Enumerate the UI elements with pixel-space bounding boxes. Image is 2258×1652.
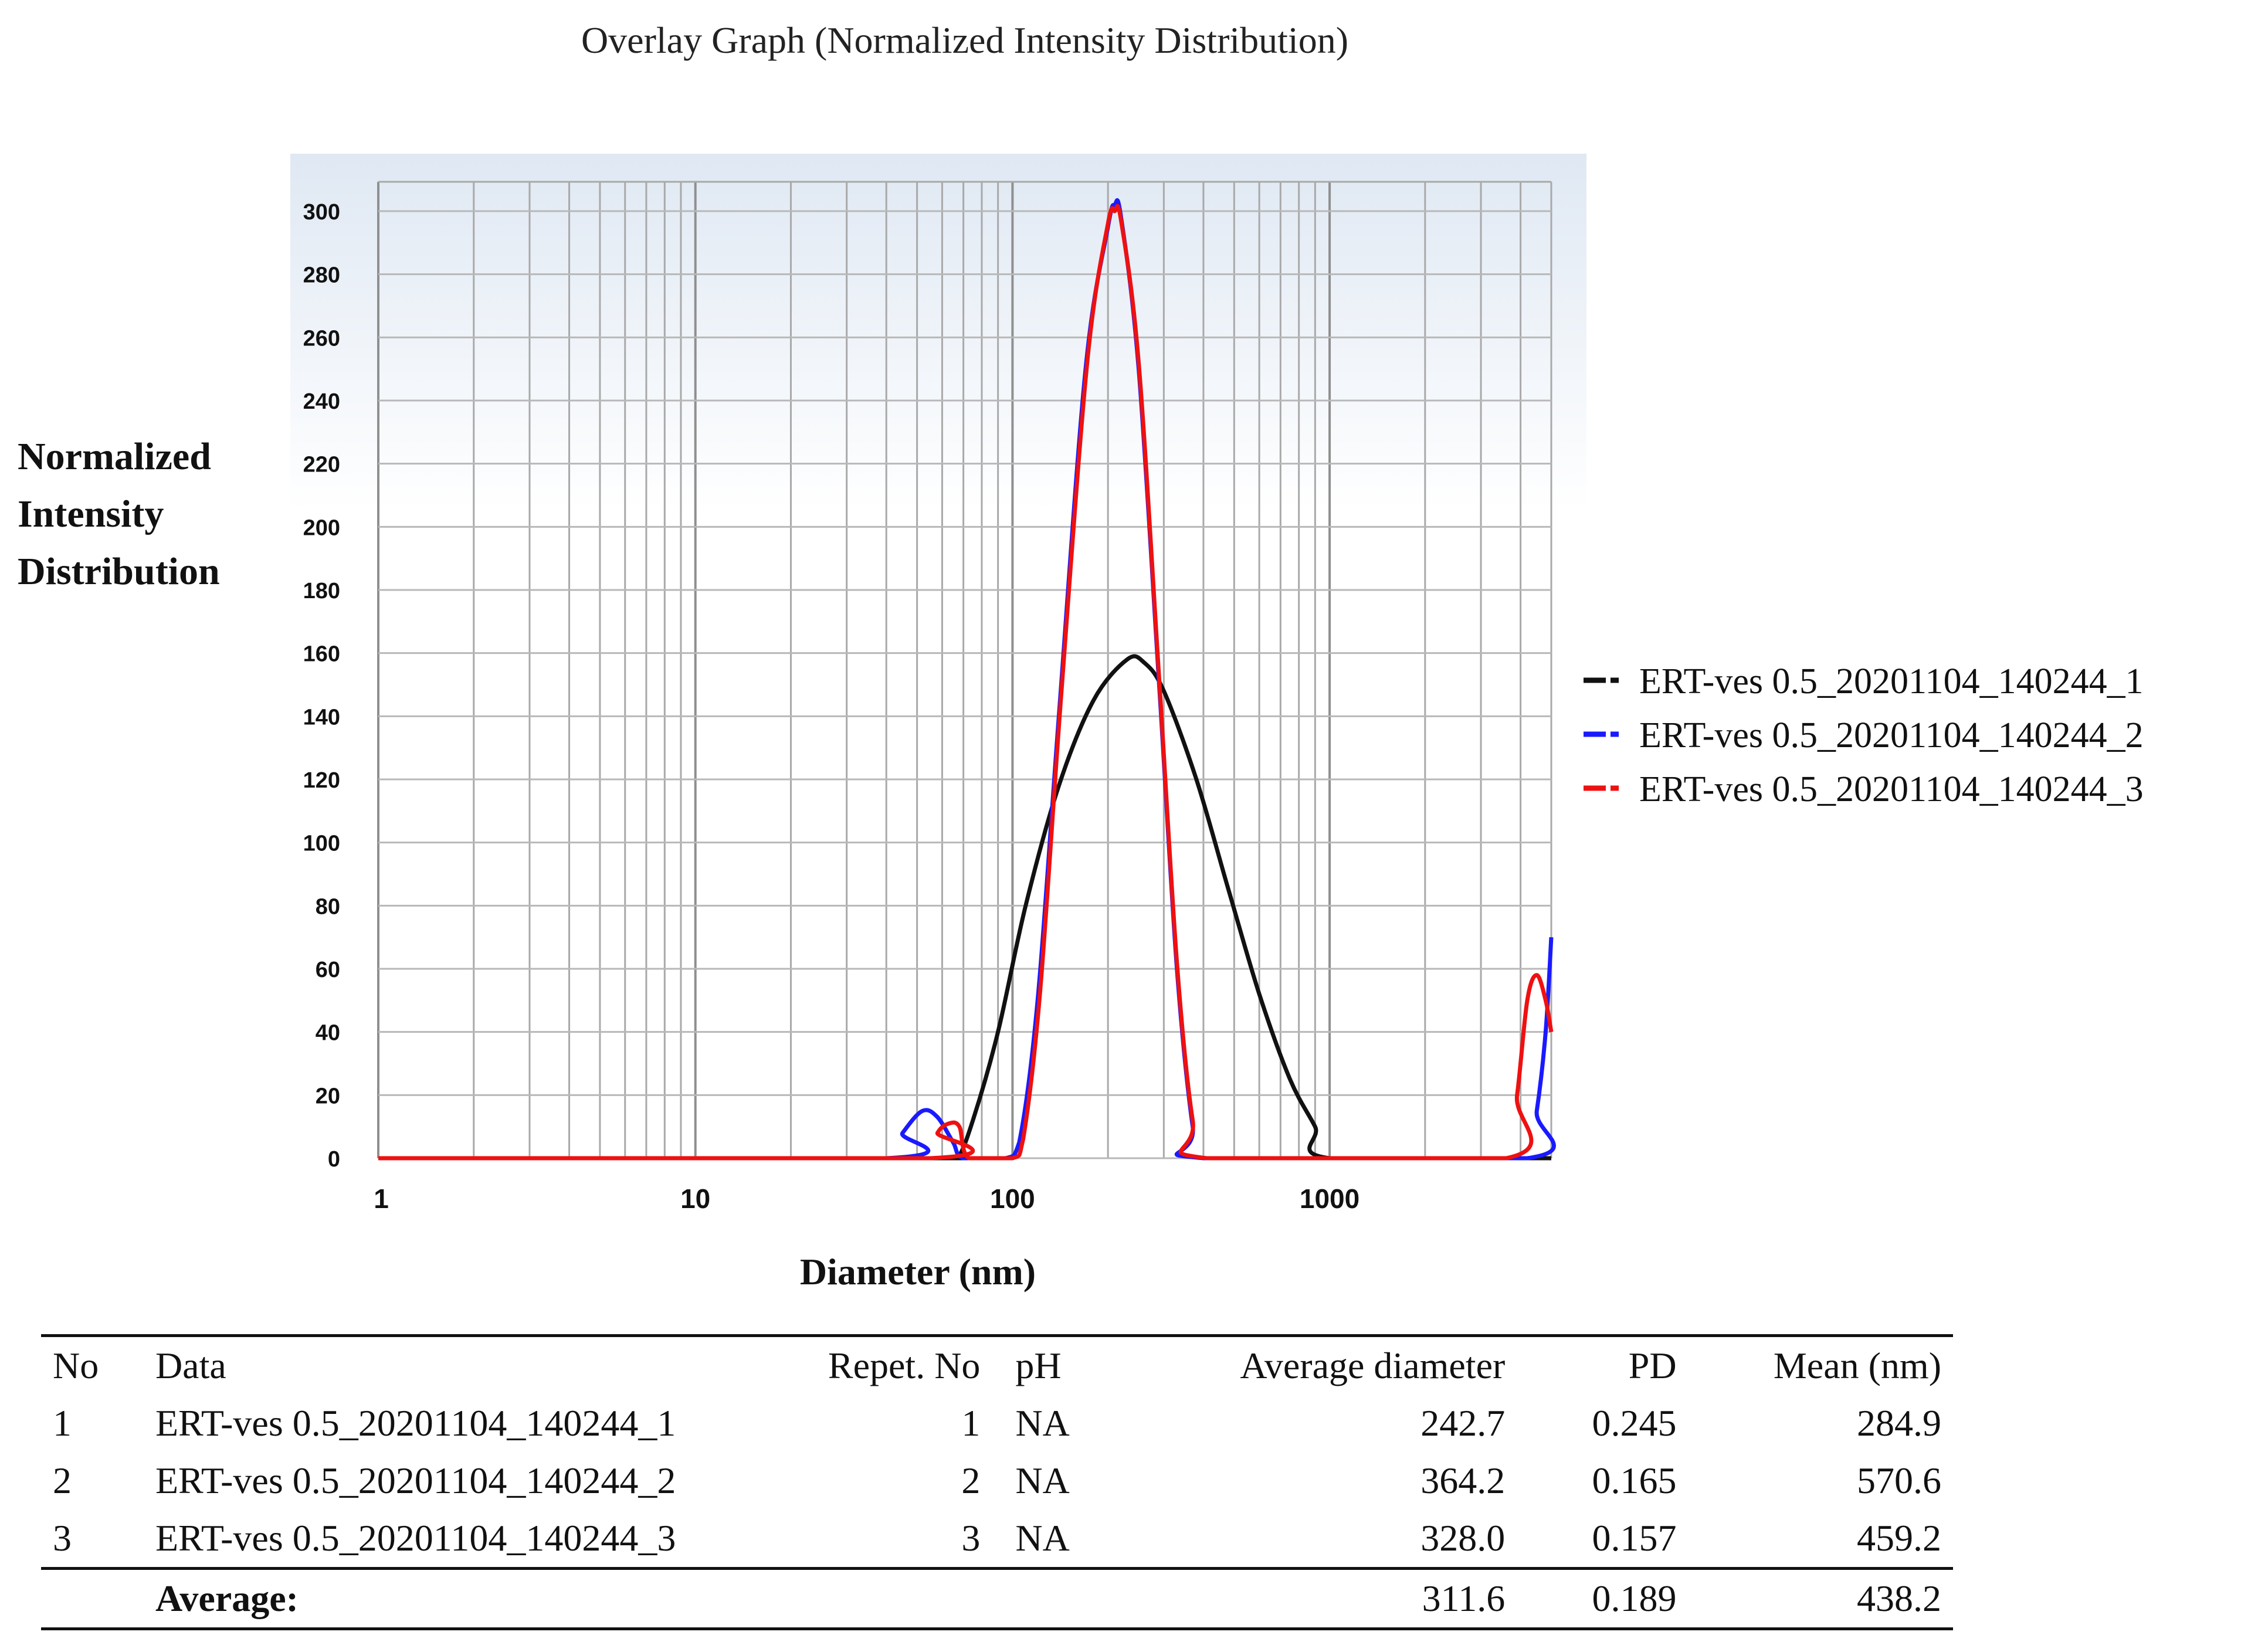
legend-label-1: ERT-ves 0.5_20201104_140244_1 bbox=[1639, 662, 2144, 701]
chart-title: Overlay Graph (Normalized Intensity Dist… bbox=[581, 19, 1348, 61]
y-tick-label: 260 bbox=[303, 326, 340, 351]
cell-pd: 0.165 bbox=[1592, 1460, 1677, 1501]
cell-ph: NA bbox=[1015, 1460, 1070, 1501]
table-average-row: Average: 311.6 0.189 438.2 bbox=[41, 1568, 1953, 1629]
cell-repet-no: 2 bbox=[961, 1460, 981, 1501]
cell-ph: NA bbox=[1015, 1402, 1070, 1444]
series-lines bbox=[378, 198, 1556, 1161]
y-tick-label: 140 bbox=[303, 705, 340, 730]
y-tick-label: 80 bbox=[316, 894, 340, 919]
cell-mean: 570.6 bbox=[1857, 1460, 1941, 1501]
cell-no: 1 bbox=[53, 1402, 72, 1444]
y-axis-label-line-2: Intensity bbox=[18, 493, 164, 535]
chart: Overlay Graph (Normalized Intensity Dist… bbox=[18, 19, 2144, 1293]
cell-average-diameter: 328.0 bbox=[1420, 1517, 1506, 1559]
table-row: 1 ERT-ves 0.5_20201104_140244_1 1 NA 242… bbox=[41, 1395, 1953, 1452]
y-axis-ticks: 0 20 40 60 80 100 120 140 160 180 200 220 240 260 280 3… bbox=[303, 200, 340, 1172]
cell-data: ERT-ves 0.5_20201104_140244_2 bbox=[155, 1460, 676, 1501]
header-average-diameter: Average diameter bbox=[1240, 1345, 1506, 1386]
series-line-3 bbox=[378, 203, 1554, 1161]
legend: ERT-ves 0.5_20201104_140244_1 ERT-ves 0.5… bbox=[1584, 662, 2144, 809]
cell-mean: 459.2 bbox=[1857, 1517, 1941, 1559]
y-tick-label: 280 bbox=[303, 263, 340, 288]
y-tick-label: 160 bbox=[303, 642, 340, 667]
cell-pd: 0.245 bbox=[1592, 1402, 1677, 1444]
cell-repet-no: 3 bbox=[961, 1517, 981, 1559]
header-ph: pH bbox=[1015, 1345, 1062, 1386]
header-repet-no: Repet. No bbox=[828, 1345, 981, 1386]
y-tick-label: 0 bbox=[328, 1147, 340, 1172]
y-tick-label: 40 bbox=[316, 1021, 340, 1046]
average-pd-value: 0.189 bbox=[1592, 1578, 1677, 1619]
x-tick-label: 1 bbox=[374, 1183, 389, 1214]
cell-pd: 0.157 bbox=[1592, 1517, 1677, 1559]
header-mean: Mean (nm) bbox=[1773, 1345, 1941, 1386]
legend-label-3: ERT-ves 0.5_20201104_140244_3 bbox=[1639, 769, 2144, 809]
x-tick-label: 100 bbox=[990, 1183, 1035, 1214]
cell-empty bbox=[980, 1569, 1130, 1629]
y-tick-label: 180 bbox=[303, 579, 340, 603]
header-no: No bbox=[53, 1345, 99, 1386]
plot-background bbox=[290, 154, 1586, 1174]
x-axis-label: Diameter (nm) bbox=[800, 1251, 1036, 1293]
cell-empty bbox=[41, 1569, 155, 1629]
y-axis-label-line-3: Distribution bbox=[18, 550, 220, 593]
x-tick-label: 10 bbox=[680, 1183, 710, 1214]
results-table: No Data Repet. No pH Average diameter PD… bbox=[41, 1334, 1953, 1630]
average-diameter-value: 311.6 bbox=[1422, 1578, 1506, 1619]
cell-mean: 284.9 bbox=[1857, 1402, 1941, 1444]
y-tick-label: 200 bbox=[303, 515, 340, 540]
x-tick-label: 1000 bbox=[1300, 1183, 1359, 1214]
y-tick-label: 220 bbox=[303, 453, 340, 477]
average-mean-value: 438.2 bbox=[1857, 1578, 1941, 1619]
table-row: 2 ERT-ves 0.5_20201104_140244_2 2 NA 364… bbox=[41, 1452, 1953, 1509]
cell-data: ERT-ves 0.5_20201104_140244_3 bbox=[155, 1517, 676, 1559]
table-header-row: No Data Repet. No pH Average diameter PD… bbox=[41, 1335, 1953, 1395]
grid bbox=[377, 181, 1552, 1159]
cell-repet-no: 1 bbox=[961, 1402, 981, 1444]
y-axis-label-line-1: Normalized bbox=[18, 435, 211, 478]
cell-no: 2 bbox=[53, 1460, 72, 1501]
y-tick-label: 20 bbox=[316, 1084, 340, 1108]
cell-data: ERT-ves 0.5_20201104_140244_1 bbox=[155, 1402, 676, 1444]
cell-no: 3 bbox=[53, 1517, 72, 1559]
x-axis-ticks: 1 10 100 1000 bbox=[374, 1183, 1359, 1214]
legend-label-2: ERT-ves 0.5_20201104_140244_2 bbox=[1639, 715, 2144, 755]
y-tick-label: 100 bbox=[303, 832, 340, 856]
y-tick-label: 240 bbox=[303, 389, 340, 414]
y-axis-label: Normalized Intensity Distribution bbox=[18, 435, 220, 593]
cell-ph: NA bbox=[1015, 1517, 1070, 1559]
table-row: 3 ERT-ves 0.5_20201104_140244_3 3 NA 328… bbox=[41, 1509, 1953, 1569]
header-data: Data bbox=[155, 1345, 226, 1386]
average-label: Average: bbox=[155, 1578, 299, 1619]
y-tick-label: 120 bbox=[303, 768, 340, 793]
cell-empty bbox=[794, 1569, 980, 1629]
y-tick-label: 300 bbox=[303, 200, 340, 225]
header-pd: PD bbox=[1628, 1345, 1677, 1386]
cell-average-diameter: 242.7 bbox=[1420, 1402, 1506, 1444]
cell-average-diameter: 364.2 bbox=[1420, 1460, 1506, 1501]
y-tick-label: 60 bbox=[316, 958, 340, 982]
